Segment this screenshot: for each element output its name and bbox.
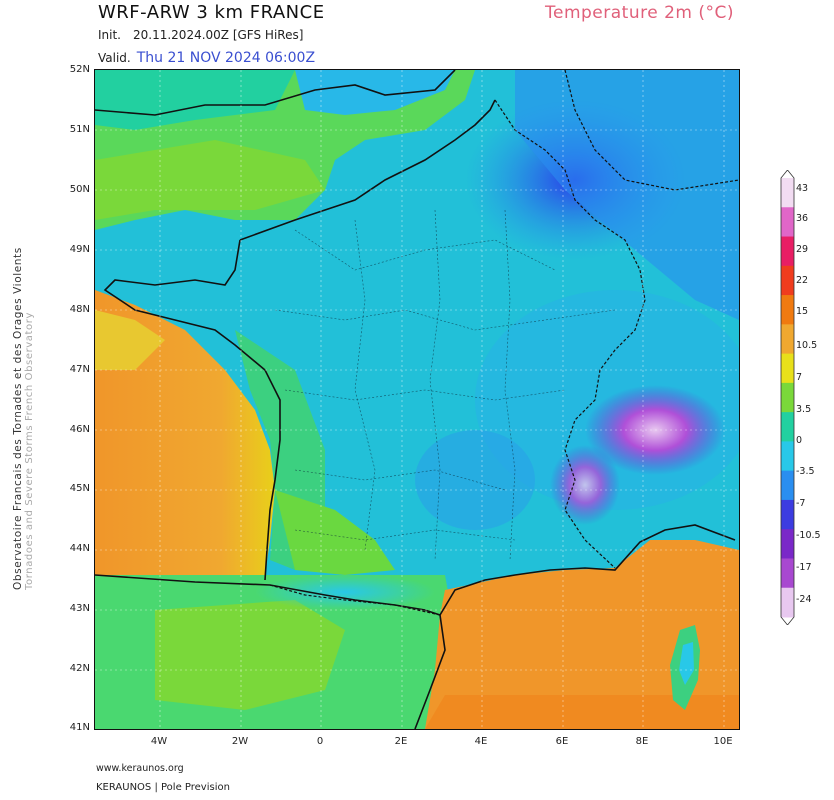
colorbar bbox=[780, 169, 795, 626]
colorbar-segment bbox=[781, 412, 794, 442]
colorbar-segment bbox=[781, 382, 794, 413]
lat-tick: 50N bbox=[69, 184, 90, 195]
benelux-germany bbox=[515, 70, 739, 320]
lon-tick: 2W bbox=[231, 736, 249, 747]
init-value: 20.11.2024.00Z [GFS HiRes] bbox=[133, 28, 304, 42]
colorbar-label: -3.5 bbox=[796, 466, 815, 477]
colorbar-label: -17 bbox=[796, 562, 812, 573]
colorbar-label: 22 bbox=[796, 275, 809, 286]
lat-tick: 46N bbox=[69, 424, 90, 435]
lon-tick: 6E bbox=[555, 736, 569, 747]
channel-sea-core bbox=[95, 140, 325, 220]
footer-credit: KERAUNOS | Pole Prevision bbox=[96, 782, 230, 793]
alps-south bbox=[550, 445, 620, 525]
colorbar-segment bbox=[781, 587, 794, 618]
init-label: Init. bbox=[98, 28, 121, 42]
colorbar-outline bbox=[780, 169, 795, 626]
lat-tick: 49N bbox=[69, 244, 90, 255]
colorbar-label: 3.5 bbox=[796, 404, 812, 415]
colorbar-segment bbox=[781, 470, 794, 501]
colorbar-segment bbox=[781, 265, 794, 296]
valid-value: Thu 21 NOV 2024 06:00Z bbox=[136, 50, 316, 66]
lat-tick: 41N bbox=[69, 722, 90, 733]
lat-tick: 52N bbox=[69, 64, 90, 75]
valid-label: Valid. bbox=[98, 51, 131, 65]
coastline-catalonia bbox=[414, 614, 446, 729]
colorbar-label: 0 bbox=[796, 435, 803, 446]
mediterranean-south bbox=[425, 695, 739, 729]
side-credit: Observatoire Francais des Tornades et de… bbox=[12, 247, 35, 590]
temperature-map[interactable] bbox=[94, 69, 740, 730]
colorbar-segment bbox=[781, 178, 794, 208]
lon-tick: 8E bbox=[635, 736, 649, 747]
colorbar-label: 7 bbox=[796, 372, 803, 383]
colorbar-segment bbox=[781, 207, 794, 238]
graticule bbox=[95, 70, 739, 729]
lon-tick: 10E bbox=[713, 736, 733, 747]
mediterranean-sea bbox=[425, 540, 739, 729]
lon-tick: 4E bbox=[474, 736, 488, 747]
lat-tick: 45N bbox=[69, 483, 90, 494]
lat-tick: 42N bbox=[69, 663, 90, 674]
lon-tick: 0 bbox=[316, 736, 324, 747]
colorbar-label: 43 bbox=[796, 183, 809, 194]
colorbar-label: 36 bbox=[796, 213, 809, 224]
lat-tick: 51N bbox=[69, 124, 90, 135]
colorbar-segment bbox=[781, 529, 794, 559]
colorbar-label: -24 bbox=[796, 594, 812, 605]
colorbar-segment bbox=[781, 558, 794, 589]
iberia-warm-patch bbox=[155, 600, 345, 710]
coastline-england bbox=[95, 70, 456, 116]
coastline-iberia-north bbox=[95, 574, 441, 616]
colorbar-segment bbox=[781, 236, 794, 267]
colorbar-label: 29 bbox=[796, 244, 809, 255]
colorbar-label: 10.5 bbox=[796, 340, 818, 351]
coastline-mediterranean bbox=[439, 524, 736, 616]
pyrenees-cool bbox=[255, 574, 435, 610]
website-url[interactable]: www.keraunos.org bbox=[96, 763, 184, 774]
colorbar-label: -10.5 bbox=[796, 530, 821, 541]
corsica-mountains bbox=[679, 642, 694, 685]
colorbar-label: 15 bbox=[796, 306, 809, 317]
massif-central bbox=[415, 430, 535, 530]
valid-row: Valid. Thu 21 NOV 2024 06:00Z bbox=[98, 50, 315, 66]
colorbar-label: -7 bbox=[796, 498, 806, 509]
side-credit-line1: Observatoire Francais des Tornades et de… bbox=[12, 247, 24, 590]
init-row: Init. 20.11.2024.00Z [GFS HiRes] bbox=[98, 28, 303, 42]
uk-land bbox=[95, 70, 295, 130]
lat-tick: 48N bbox=[69, 304, 90, 315]
lon-tick: 4W bbox=[150, 736, 168, 747]
border-pyrenees bbox=[269, 584, 441, 616]
colorbar-segment bbox=[781, 353, 794, 384]
lat-tick: 47N bbox=[69, 364, 90, 375]
coastline-channel bbox=[239, 99, 496, 241]
colorbar-segment bbox=[781, 295, 794, 325]
side-credit-line2: Tornadoes and Severe Storms French Obser… bbox=[24, 312, 35, 590]
colorbar-segment bbox=[781, 324, 794, 355]
border-east bbox=[494, 99, 646, 569]
lat-tick: 43N bbox=[69, 603, 90, 614]
lon-tick: 2E bbox=[394, 736, 408, 747]
brittany-coast-sea bbox=[95, 310, 165, 370]
coastline-atlantic bbox=[103, 239, 281, 581]
colorbar-segment bbox=[781, 441, 794, 472]
aquitaine-warm bbox=[275, 490, 395, 575]
colorbar-segment bbox=[781, 499, 794, 530]
lat-tick: 44N bbox=[69, 543, 90, 554]
map-title: WRF-ARW 3 km FRANCE bbox=[98, 2, 325, 23]
border-benelux bbox=[564, 70, 739, 191]
parameter-label: Temperature 2m (°C) bbox=[545, 3, 735, 23]
